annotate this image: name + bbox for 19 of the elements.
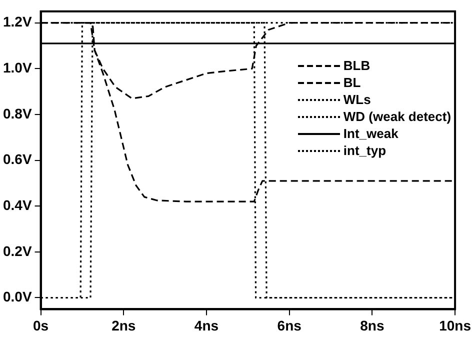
x-tick-label: 4ns xyxy=(194,317,219,334)
y-tick-label: 1.2V xyxy=(2,14,32,30)
y-tick-label: 0.4V xyxy=(2,196,32,213)
x-tick-label: 0s xyxy=(33,317,49,334)
y-tick-label: 0.6V xyxy=(2,151,32,168)
x-tick-label: 2ns xyxy=(112,317,136,334)
legend-label: Int_weak xyxy=(343,125,398,142)
x-tick-label: 10ns xyxy=(439,317,472,334)
y-tick-label: 1.0V xyxy=(2,60,32,76)
x-tick-label: 8ns xyxy=(360,317,384,334)
legend-label: WD (weak detect) xyxy=(343,108,452,126)
legend-label: BLB xyxy=(343,57,370,74)
y-tick-label: 0.2V xyxy=(2,242,32,259)
legend-label: WLs xyxy=(343,91,371,108)
y-tick-label: 0.8V xyxy=(2,105,32,122)
legend-label: int_typ xyxy=(343,142,386,160)
x-tick-label: 6ns xyxy=(277,317,302,334)
y-tick-label: 0.0V xyxy=(2,288,32,305)
legend-label: BL xyxy=(343,74,361,92)
